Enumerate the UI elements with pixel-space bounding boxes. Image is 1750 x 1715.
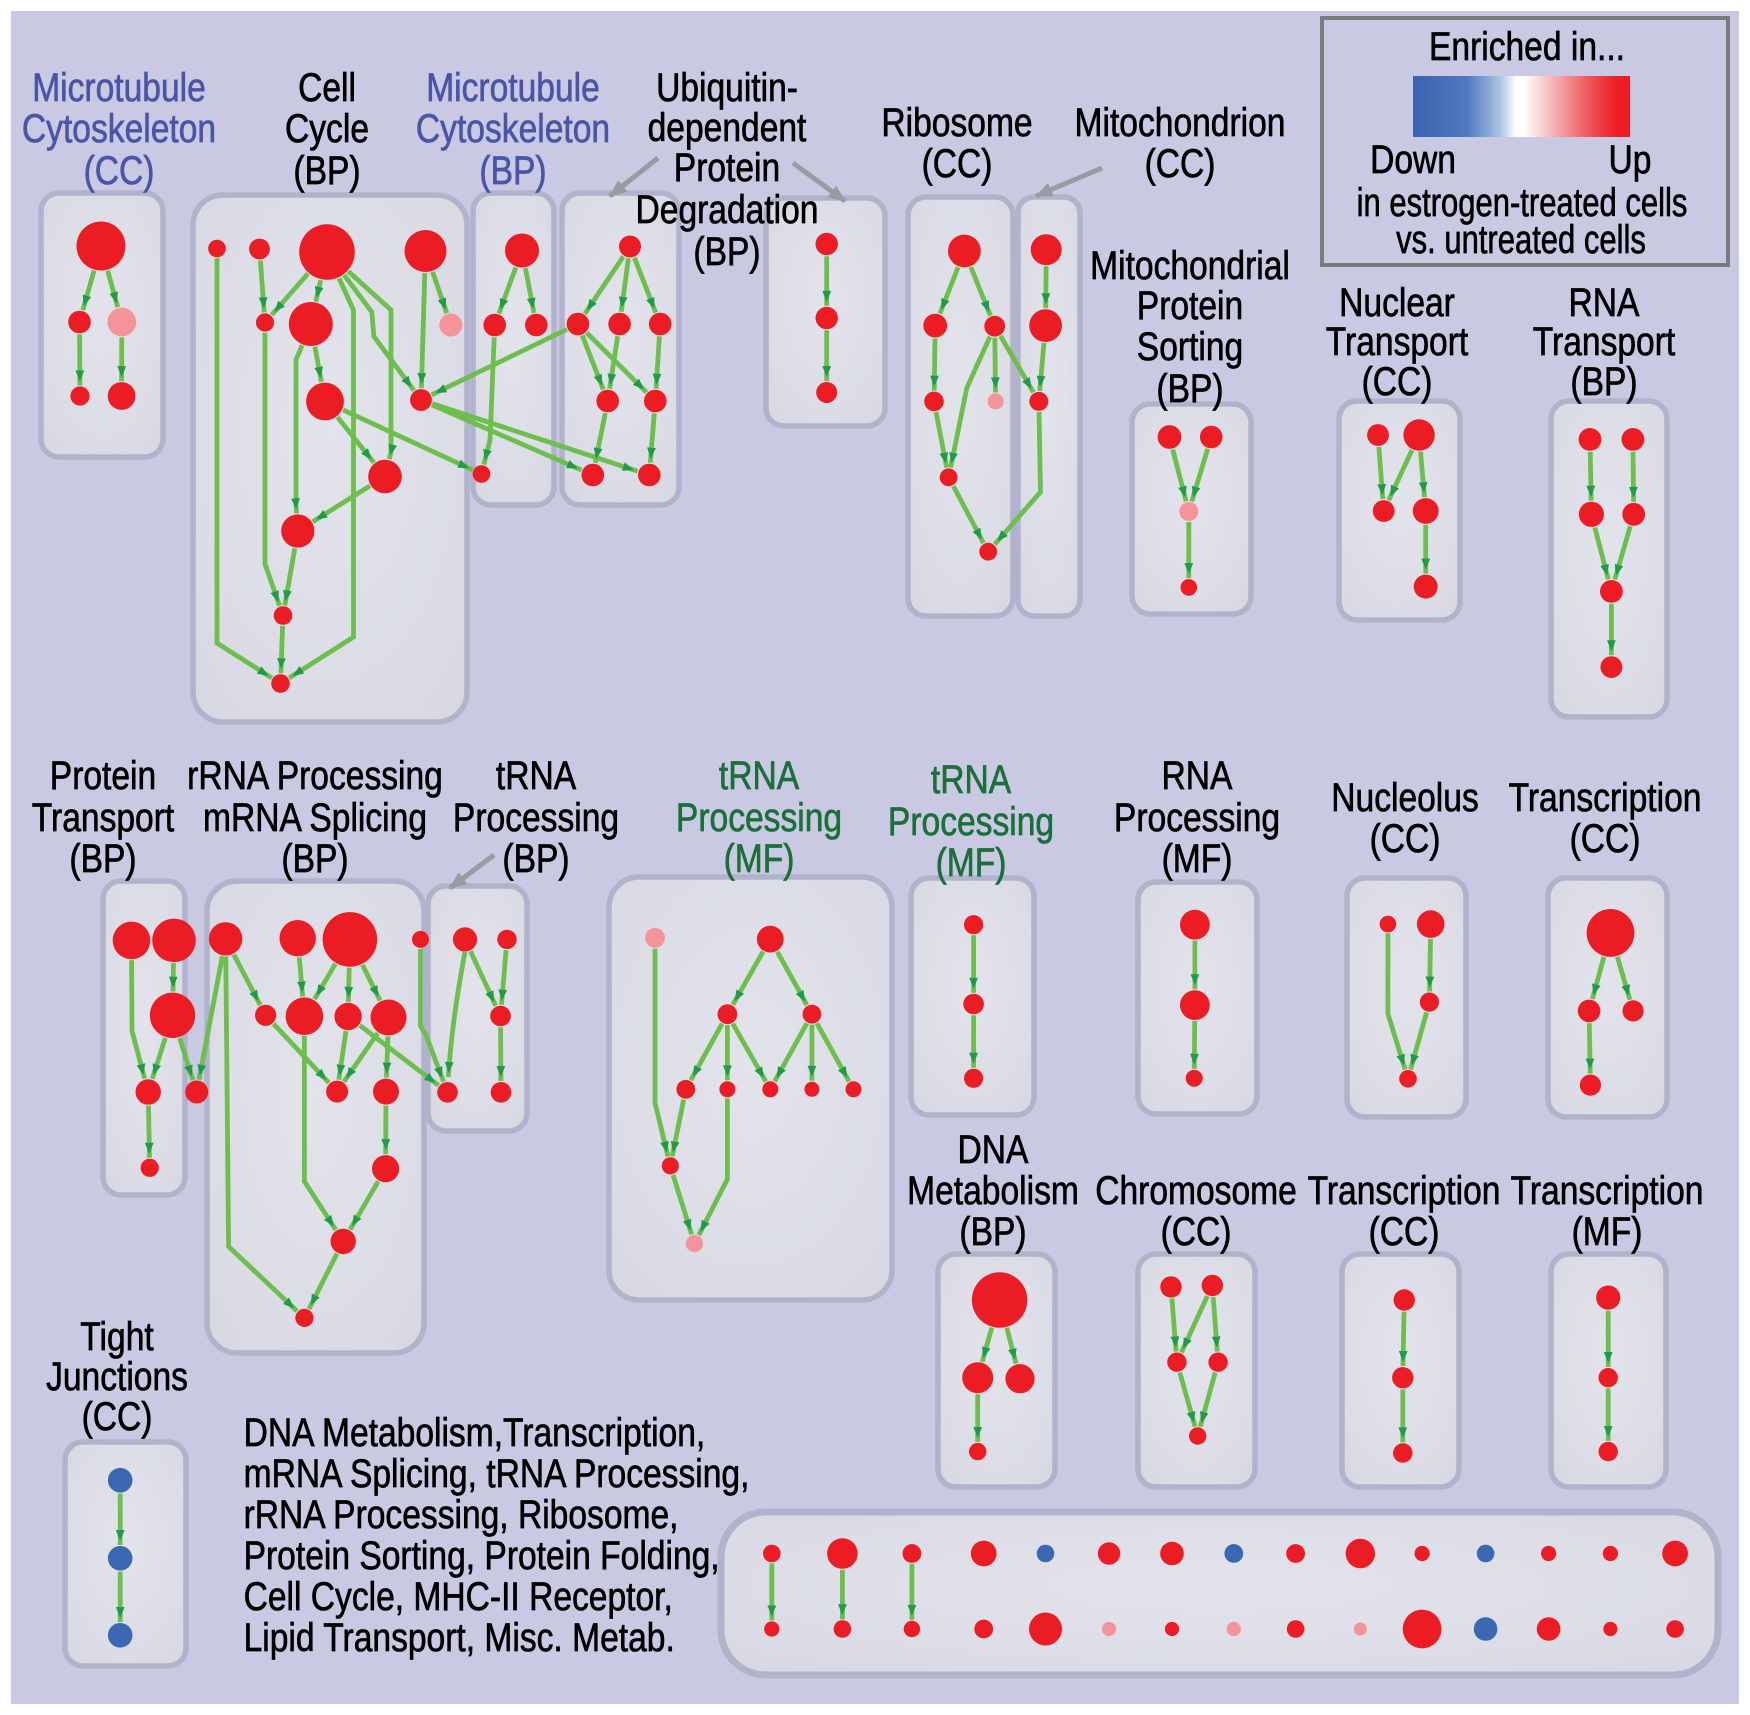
svg-text:(CC): (CC)	[1362, 359, 1433, 403]
svg-text:Ubiquitin-: Ubiquitin-	[656, 65, 798, 109]
svg-text:Processing: Processing	[888, 799, 1054, 843]
svg-text:(CC): (CC)	[922, 141, 993, 185]
svg-text:(BP): (BP)	[1156, 366, 1223, 410]
svg-text:Metabolism: Metabolism	[907, 1168, 1079, 1212]
svg-text:mRNA Splicing, tRNA Processing: mRNA Splicing, tRNA Processing,	[244, 1451, 750, 1495]
svg-text:tRNA: tRNA	[931, 757, 1012, 801]
svg-text:vs. untreated cells: vs. untreated cells	[1396, 217, 1646, 262]
svg-text:Degradation: Degradation	[636, 187, 819, 231]
svg-text:Cytoskeleton: Cytoskeleton	[416, 106, 610, 150]
svg-text:(MF): (MF)	[1572, 1209, 1643, 1253]
svg-text:Transcription: Transcription	[1308, 1168, 1501, 1212]
svg-text:Protein Sorting, Protein Foldi: Protein Sorting, Protein Folding,	[244, 1533, 720, 1577]
svg-text:Junctions: Junctions	[46, 1354, 188, 1398]
svg-text:RNA: RNA	[1569, 280, 1640, 324]
svg-text:Chromosome: Chromosome	[1095, 1168, 1297, 1212]
svg-text:Processing: Processing	[453, 795, 619, 839]
svg-text:tRNA: tRNA	[719, 753, 800, 797]
svg-text:(MF): (MF)	[936, 840, 1007, 884]
svg-text:Sorting: Sorting	[1137, 324, 1243, 368]
svg-text:dependent: dependent	[648, 105, 807, 149]
svg-text:Mitochondrial: Mitochondrial	[1090, 243, 1290, 287]
svg-text:DNA: DNA	[958, 1127, 1029, 1171]
svg-text:(BP): (BP)	[281, 836, 348, 880]
svg-text:Cytoskeleton: Cytoskeleton	[22, 106, 216, 150]
svg-text:Protein: Protein	[674, 145, 780, 189]
svg-text:DNA Metabolism,Transcription,: DNA Metabolism,Transcription,	[244, 1410, 706, 1454]
svg-text:Processing: Processing	[1114, 795, 1280, 839]
svg-text:rRNA Processing: rRNA Processing	[187, 753, 443, 797]
svg-text:(CC): (CC)	[1370, 816, 1441, 860]
svg-text:Transport: Transport	[1533, 319, 1675, 363]
svg-text:Lipid Transport, Misc. Metab.: Lipid Transport, Misc. Metab.	[244, 1615, 675, 1659]
svg-text:Nuclear: Nuclear	[1339, 280, 1455, 324]
svg-text:Cell: Cell	[298, 65, 356, 109]
svg-text:Transcription: Transcription	[1511, 1168, 1704, 1212]
svg-text:mRNA Splicing: mRNA Splicing	[203, 795, 427, 839]
svg-text:Enriched in...: Enriched in...	[1429, 24, 1625, 68]
svg-text:Tight: Tight	[80, 1314, 153, 1358]
svg-text:Transport: Transport	[1326, 319, 1468, 363]
svg-text:(BP): (BP)	[959, 1209, 1026, 1253]
svg-text:RNA: RNA	[1162, 753, 1233, 797]
svg-text:tRNA: tRNA	[496, 753, 577, 797]
svg-text:(BP): (BP)	[502, 836, 569, 880]
svg-text:(CC): (CC)	[1161, 1209, 1232, 1253]
svg-text:(CC): (CC)	[1570, 816, 1641, 860]
svg-text:Transport: Transport	[32, 795, 174, 839]
svg-text:rRNA Processing, Ribosome,: rRNA Processing, Ribosome,	[244, 1492, 679, 1536]
svg-text:Microtubule: Microtubule	[426, 65, 600, 109]
svg-text:(CC): (CC)	[84, 148, 155, 192]
svg-text:Nucleolus: Nucleolus	[1331, 775, 1478, 819]
svg-text:(CC): (CC)	[1369, 1209, 1440, 1253]
svg-text:Protein: Protein	[50, 753, 156, 797]
svg-text:(BP): (BP)	[1570, 359, 1637, 403]
svg-text:Cycle: Cycle	[285, 106, 369, 150]
svg-text:Processing: Processing	[676, 795, 842, 839]
svg-text:(MF): (MF)	[724, 836, 795, 880]
svg-text:Mitochondrion: Mitochondrion	[1075, 100, 1286, 144]
svg-text:(CC): (CC)	[82, 1394, 153, 1438]
svg-text:Protein: Protein	[1137, 283, 1243, 327]
svg-text:Microtubule: Microtubule	[32, 65, 206, 109]
svg-text:(CC): (CC)	[1145, 141, 1216, 185]
svg-text:(BP): (BP)	[293, 148, 360, 192]
svg-text:(BP): (BP)	[693, 229, 760, 273]
svg-text:Cell Cycle, MHC-II Receptor,: Cell Cycle, MHC-II Receptor,	[244, 1574, 673, 1618]
svg-text:Ribosome: Ribosome	[881, 100, 1032, 144]
svg-text:(MF): (MF)	[1162, 836, 1233, 880]
svg-text:(BP): (BP)	[69, 836, 136, 880]
svg-text:Up: Up	[1609, 137, 1652, 181]
svg-text:in estrogen-treated cells: in estrogen-treated cells	[1357, 180, 1688, 225]
svg-text:Transcription: Transcription	[1509, 775, 1702, 819]
svg-text:(BP): (BP)	[479, 148, 546, 192]
svg-text:Down: Down	[1370, 137, 1456, 181]
